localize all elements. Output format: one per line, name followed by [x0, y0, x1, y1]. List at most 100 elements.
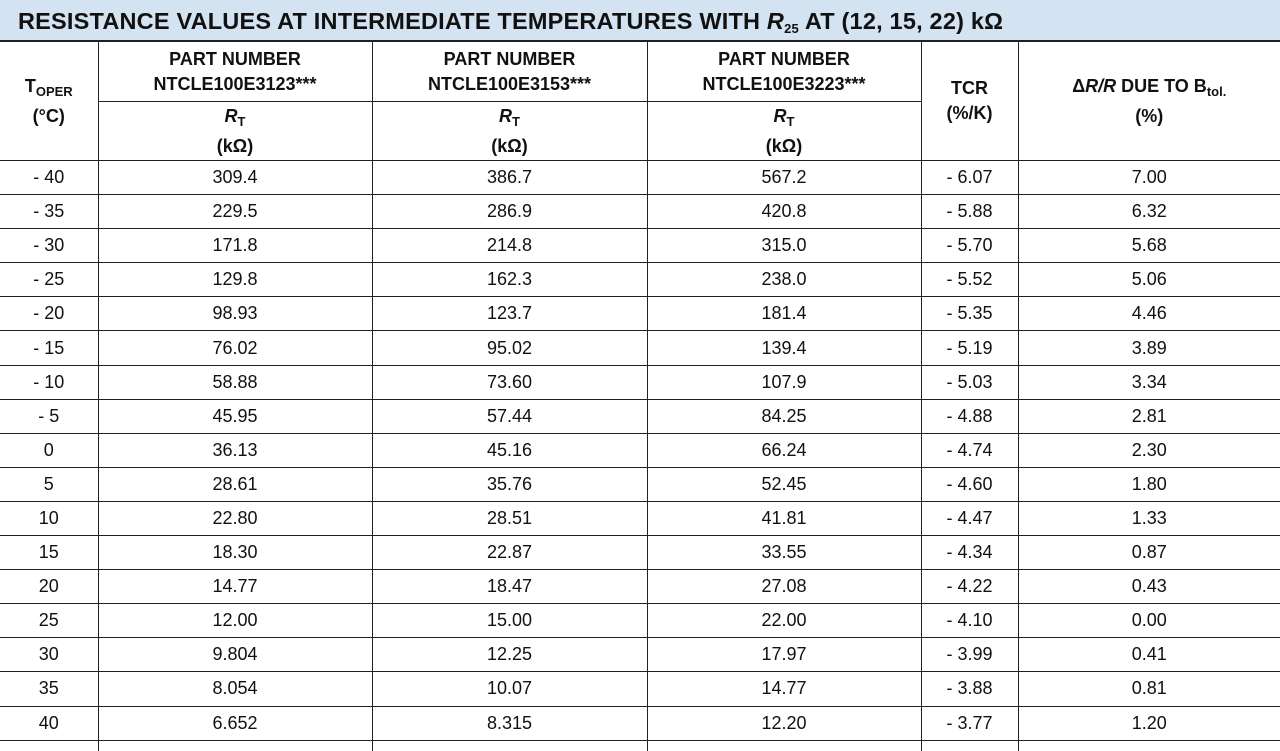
table-row — [0, 739, 1280, 751]
table-row: - 20 98.93 123.7 181.4- 5.35 4.46 — [0, 296, 1280, 332]
table-cell: 4.46 — [1017, 296, 1280, 332]
table-cell: - 4.88 — [920, 398, 1019, 434]
unit: (°C) — [32, 105, 65, 126]
part-header: PART NUMBER NTCLE100E3153*** — [371, 41, 648, 102]
table-cell: 73.60 — [371, 364, 648, 400]
table-cell: 12.00 — [97, 603, 373, 639]
table-cell: 15.00 — [371, 603, 648, 639]
table-row: 35 8.054 10.07 14.77- 3.88 0.81 — [0, 671, 1280, 707]
table-cell: 14.77 — [97, 569, 373, 605]
table-cell: 567.2 — [646, 159, 922, 196]
table-cell: 238.0 — [646, 262, 922, 298]
table-cell: - 30 — [0, 228, 99, 264]
table-cell: 40 — [0, 705, 99, 741]
table-cell: 123.7 — [371, 296, 648, 332]
ratio: R/R — [1085, 75, 1117, 96]
table-cell: 129.8 — [97, 262, 373, 298]
table-cell: - 5.88 — [920, 194, 1019, 230]
table-cell: 0.87 — [1017, 535, 1280, 571]
title-symbol: R25 — [767, 8, 799, 36]
table-row: 15 18.30 22.87 33.55- 4.34 0.87 — [0, 535, 1280, 571]
table-cell: - 4.47 — [920, 500, 1019, 537]
table-cell: - 4.10 — [920, 603, 1019, 639]
table-cell: 1.80 — [1017, 466, 1280, 502]
table-cell: - 15 — [0, 330, 99, 366]
table-row: - 15 76.02 95.02 139.4- 5.19 3.89 — [0, 330, 1280, 366]
table-row: - 30 171.8 214.8 315.0- 5.70 5.68 — [0, 228, 1280, 264]
table-cell: 14.77 — [646, 671, 922, 707]
table-cell — [97, 739, 373, 751]
table-row: - 40 309.4 386.7 567.2- 6.07 7.00 — [0, 159, 1280, 196]
subscript: T — [237, 113, 246, 129]
table-cell: 1.20 — [1017, 705, 1280, 741]
table-cell: 139.4 — [646, 330, 922, 366]
table-cell: 15 — [0, 535, 99, 571]
table-cell: 27.08 — [646, 569, 922, 605]
table-cell: - 3.99 — [920, 637, 1019, 673]
temperature-header: TOPER (°C) — [0, 41, 99, 161]
tcr-header: TCR (%/K) — [920, 41, 1019, 161]
table-cell: - 40 — [0, 159, 99, 196]
table-body: - 40 309.4 386.7 567.2- 6.07 7.00- 35 229.5 28… — [0, 159, 1280, 751]
table-header: T OPER (°C) PART NUMBER NTCLE100E3123*** PA… — [0, 41, 1280, 161]
delta: Δ — [1072, 75, 1086, 96]
table-cell: 22.80 — [97, 500, 373, 537]
label: TCR — [951, 78, 988, 98]
table-cell — [920, 739, 1019, 751]
header-row: RT (kΩ) RT (kΩ) RT (kΩ) — [0, 101, 1280, 161]
symbol: R — [773, 105, 787, 126]
table-cell: - 5.19 — [920, 330, 1019, 366]
symbol: R — [499, 105, 513, 126]
table-cell: 41.81 — [646, 500, 922, 537]
table-cell: 84.25 — [646, 398, 922, 434]
table-cell: - 3.88 — [920, 671, 1019, 707]
part-number: NTCLE100E3223*** — [702, 73, 866, 94]
label: DUE TO B — [1116, 75, 1207, 96]
table-cell: - 6.07 — [920, 159, 1019, 196]
table-cell: 10.07 — [371, 671, 648, 707]
header-row: T OPER (°C) PART NUMBER NTCLE100E3123*** PA… — [0, 41, 1280, 161]
table-cell — [371, 739, 648, 751]
table-cell: 98.93 — [97, 296, 373, 332]
table-row: - 10 58.88 73.60 107.9- 5.03 3.34 — [0, 364, 1280, 400]
part-number: NTCLE100E3123*** — [153, 73, 317, 94]
table-cell: 45.16 — [371, 432, 648, 468]
part-header: PART NUMBER NTCLE100E3123*** — [97, 41, 373, 102]
table-cell: - 5.03 — [920, 364, 1019, 400]
table-cell: 309.4 — [97, 159, 373, 196]
unit: (%/K) — [946, 103, 993, 123]
table-row: 20 14.77 18.47 27.08- 4.22 0.43 — [0, 569, 1280, 605]
title-text: RESISTANCE VALUES AT INTERMEDIATE TEMPER… — [18, 8, 767, 34]
table-cell: 5.68 — [1017, 228, 1280, 264]
tolerance-header: ΔR/R DUE TO Btol. (%) — [1017, 41, 1280, 161]
table-cell: 10 — [0, 500, 99, 537]
symbol: R — [224, 105, 238, 126]
table-cell: 6.32 — [1017, 194, 1280, 230]
table-cell: 9.804 — [97, 637, 373, 673]
subscript: OPER — [35, 83, 73, 99]
table-title: RESISTANCE VALUES AT INTERMEDIATE TEMPER… — [0, 0, 1280, 41]
table-cell: 386.7 — [371, 159, 648, 196]
part-number: NTCLE100E3153*** — [427, 73, 592, 94]
table-cell: 57.44 — [371, 398, 648, 434]
table-row: 5 28.61 35.76 52.45- 4.60 1.80 — [0, 466, 1280, 502]
table-row: - 5 45.95 57.44 84.25- 4.88 2.81 — [0, 398, 1280, 434]
table-cell: 315.0 — [646, 228, 922, 264]
subscript: T — [786, 113, 795, 129]
table-cell: - 25 — [0, 262, 99, 298]
table-cell: 286.9 — [371, 194, 648, 230]
table-cell: - 20 — [0, 296, 99, 332]
table-cell: 214.8 — [371, 228, 648, 264]
unit: (%) — [1135, 105, 1164, 126]
table-cell: 18.30 — [97, 535, 373, 571]
table-cell: 35 — [0, 671, 99, 707]
table-cell — [646, 739, 922, 751]
table-cell: 162.3 — [371, 262, 648, 298]
unit: (kΩ) — [765, 135, 803, 156]
table-cell: 420.8 — [646, 194, 922, 230]
table-cell: 52.45 — [646, 466, 922, 502]
resistance-table: T OPER (°C) PART NUMBER NTCLE100E3123*** PA… — [0, 41, 1280, 751]
table-cell: 30 — [0, 637, 99, 673]
rt-header: RT (kΩ) — [646, 101, 921, 161]
table-cell: 45.95 — [97, 398, 373, 434]
